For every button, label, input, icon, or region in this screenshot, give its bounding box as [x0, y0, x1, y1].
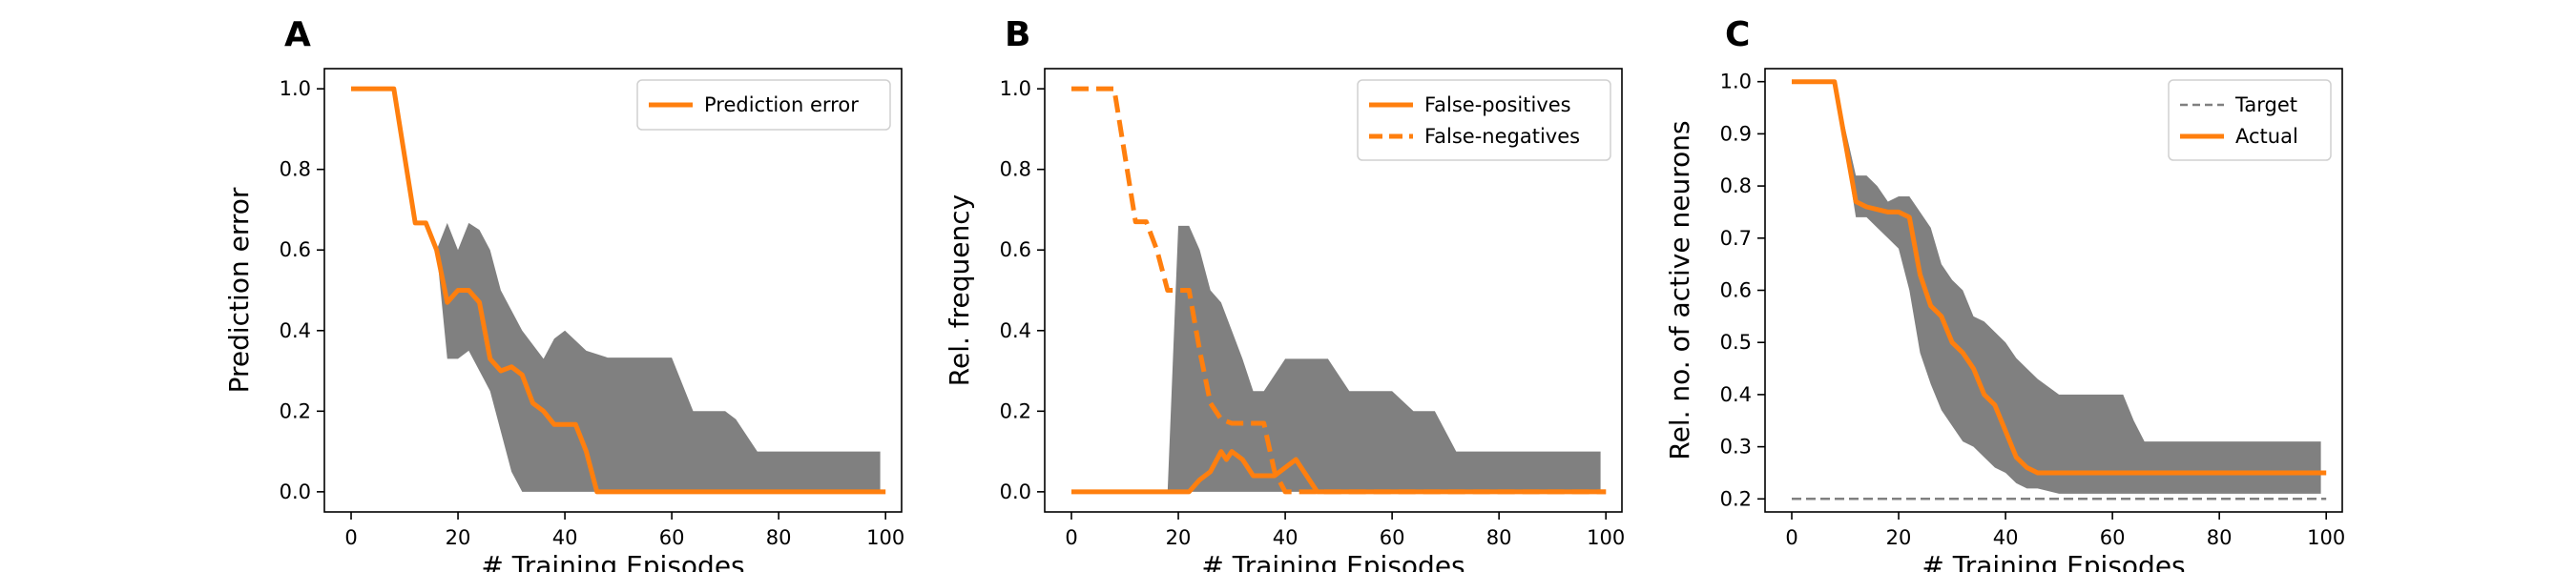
panel-c: C 0 20 40 60 80 100 0.2 0.3 0.4 0.5 0.6 0.7 0.8 0.9 1.0…: [1664, 15, 2345, 572]
y-tick-label: 1.0: [280, 77, 311, 100]
legend-box: [2168, 79, 2332, 161]
y-tick-label: 0.8: [1000, 158, 1031, 181]
x-axis-label: # Training Episodes: [481, 550, 744, 572]
x-tick-label: 20: [446, 526, 471, 549]
panel-letter: A: [284, 15, 311, 54]
y-tick-label: 0.8: [1720, 174, 1752, 197]
x-tick-label: 60: [659, 526, 685, 549]
y-tick-label: 0.6: [1720, 279, 1752, 302]
y-tick-label: 0.5: [1720, 331, 1752, 354]
y-tick-label: 0.9: [1720, 122, 1752, 145]
legend-label: False-positives: [1424, 93, 1571, 116]
y-tick-label: 0.6: [1000, 238, 1031, 261]
y-tick-label: 0.0: [1000, 480, 1031, 503]
y-tick-label: 0.2: [280, 399, 311, 422]
y-axis-label: Rel. no. of active neurons: [1664, 120, 1695, 460]
y-tick-label: 0.6: [280, 238, 311, 261]
y-tick-label: 0.2: [1000, 399, 1031, 422]
x-tick-label: 0: [1785, 526, 1797, 549]
legend-box: [636, 79, 891, 131]
y-tick-label: 0.3: [1720, 436, 1752, 459]
y-tick-label: 0.4: [1720, 383, 1752, 406]
x-tick-label: 80: [766, 526, 792, 549]
x-tick-label: 60: [2100, 526, 2126, 549]
x-tick-label: 100: [866, 526, 904, 549]
plot-frame: [323, 68, 903, 513]
series-line-false-negatives: [1071, 86, 1607, 495]
x-axis-label: # Training Episodes: [1201, 550, 1465, 572]
panel-b: B 0 20 40 60 80 100 0.0 0.2 0.4 0.6 0.8 1.0 # Trainin…: [944, 15, 1625, 572]
y-tick-label: 1.0: [1000, 77, 1031, 100]
x-tick-label: 80: [2207, 526, 2233, 549]
x-tick-label: 100: [1587, 526, 1625, 549]
y-tick-label: 0.7: [1720, 227, 1752, 250]
std-band: [1792, 81, 2321, 494]
y-tick-label: 0.0: [280, 480, 311, 503]
x-tick-label: 100: [2307, 526, 2345, 549]
std-band: [1071, 225, 1601, 492]
y-tick-label: 1.0: [1720, 71, 1752, 93]
x-tick-label: 40: [1273, 526, 1298, 549]
std-band: [351, 89, 881, 492]
y-tick-label: 0.4: [1000, 319, 1031, 342]
legend-label: Target: [2234, 93, 2297, 116]
y-tick-label: 0.4: [280, 319, 311, 342]
x-tick-label: 40: [552, 526, 578, 549]
y-tick-label: 0.8: [280, 158, 311, 181]
x-tick-label: 60: [1380, 526, 1405, 549]
x-tick-label: 0: [1065, 526, 1077, 549]
series-line-actual: [1792, 79, 2327, 476]
plot-frame: [1044, 68, 1623, 513]
x-tick-label: 0: [344, 526, 357, 549]
y-axis-label: Rel. frequency: [944, 194, 975, 386]
panel-a: A 0 20 40 60 80 100 0.0 0.2 0.4 0.6 0.8 1.0 # Trainin…: [223, 15, 904, 572]
x-tick-label: 80: [1486, 526, 1512, 549]
series-line-prediction-error: [351, 86, 886, 495]
legend-label: Actual: [2235, 125, 2298, 148]
y-tick-label: 0.2: [1720, 487, 1752, 510]
legend-box: [1357, 79, 1611, 161]
y-axis-label: Prediction error: [223, 187, 255, 393]
panel-letter: C: [1725, 15, 1750, 54]
legend-label: False-negatives: [1424, 125, 1580, 148]
x-tick-label: 40: [1993, 526, 2019, 549]
panel-letter: B: [1005, 15, 1030, 54]
legend-label: Prediction error: [704, 93, 859, 116]
x-tick-label: 20: [1166, 526, 1192, 549]
x-axis-label: # Training Episodes: [1922, 550, 2185, 572]
x-tick-label: 20: [1886, 526, 1912, 549]
